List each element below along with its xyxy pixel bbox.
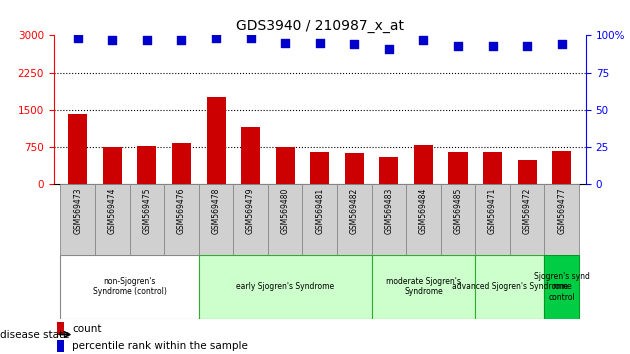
Point [418,37,428,43]
Bar [475,184,510,255]
Bar [553,152,571,184]
Text: GSM569483: GSM569483 [384,188,393,234]
Bar [310,152,329,184]
Bar [441,184,475,255]
Bar [345,153,364,184]
Text: GSM569484: GSM569484 [419,188,428,234]
Point [522,43,532,48]
Bar [198,255,372,319]
Point [488,43,498,48]
Text: advanced Sjogren's Syndrome: advanced Sjogren's Syndrome [452,282,568,291]
Point [349,41,359,47]
Bar [372,255,475,319]
Point [176,37,186,43]
Point [315,40,325,46]
Bar [172,143,191,184]
Text: GSM569481: GSM569481 [315,188,324,234]
Point [453,43,463,48]
Bar [68,114,87,184]
Bar [60,184,95,255]
Text: GSM569478: GSM569478 [212,188,220,234]
Title: GDS3940 / 210987_x_at: GDS3940 / 210987_x_at [236,19,404,33]
Text: GSM569485: GSM569485 [454,188,462,234]
Bar [302,184,337,255]
Point [280,40,290,46]
Text: GSM569482: GSM569482 [350,188,359,234]
Bar [164,184,198,255]
Point [246,35,256,41]
Text: count: count [72,324,102,333]
Bar [57,340,64,352]
Bar [198,184,233,255]
Text: early Sjogren's Syndrome: early Sjogren's Syndrome [236,282,335,291]
Text: disease state: disease state [0,330,69,339]
Bar [483,152,502,184]
Point [557,41,567,47]
Text: GSM569475: GSM569475 [142,188,151,234]
Bar [207,97,226,184]
Bar [137,147,156,184]
Point [384,46,394,52]
Text: GSM569479: GSM569479 [246,188,255,234]
Bar [510,184,544,255]
Point [142,37,152,43]
Text: percentile rank within the sample: percentile rank within the sample [72,341,248,351]
Text: Sjogren's synd
rome
control: Sjogren's synd rome control [534,272,590,302]
Bar [544,184,579,255]
Text: GSM569473: GSM569473 [73,188,83,234]
Bar [372,184,406,255]
Bar [518,160,537,184]
Text: GSM569480: GSM569480 [280,188,290,234]
Bar [60,255,198,319]
Bar [414,145,433,184]
Point [72,35,83,41]
Bar [268,184,302,255]
Bar [130,184,164,255]
Bar [233,184,268,255]
Text: GSM569476: GSM569476 [177,188,186,234]
Bar [241,127,260,184]
Bar [379,157,398,184]
Bar [475,255,544,319]
Text: non-Sjogren's
Syndrome (control): non-Sjogren's Syndrome (control) [93,277,166,296]
Bar [337,184,372,255]
Bar [95,184,130,255]
Bar [406,184,441,255]
Point [211,35,221,41]
Bar [449,152,467,184]
Text: GSM569471: GSM569471 [488,188,497,234]
Bar [544,255,579,319]
Point [107,37,117,43]
Bar [57,322,64,335]
Bar [276,147,295,184]
Text: GSM569474: GSM569474 [108,188,117,234]
Text: GSM569472: GSM569472 [523,188,532,234]
Bar [103,147,122,184]
Text: moderate Sjogren's
Syndrome: moderate Sjogren's Syndrome [386,277,461,296]
Text: GSM569477: GSM569477 [557,188,566,234]
